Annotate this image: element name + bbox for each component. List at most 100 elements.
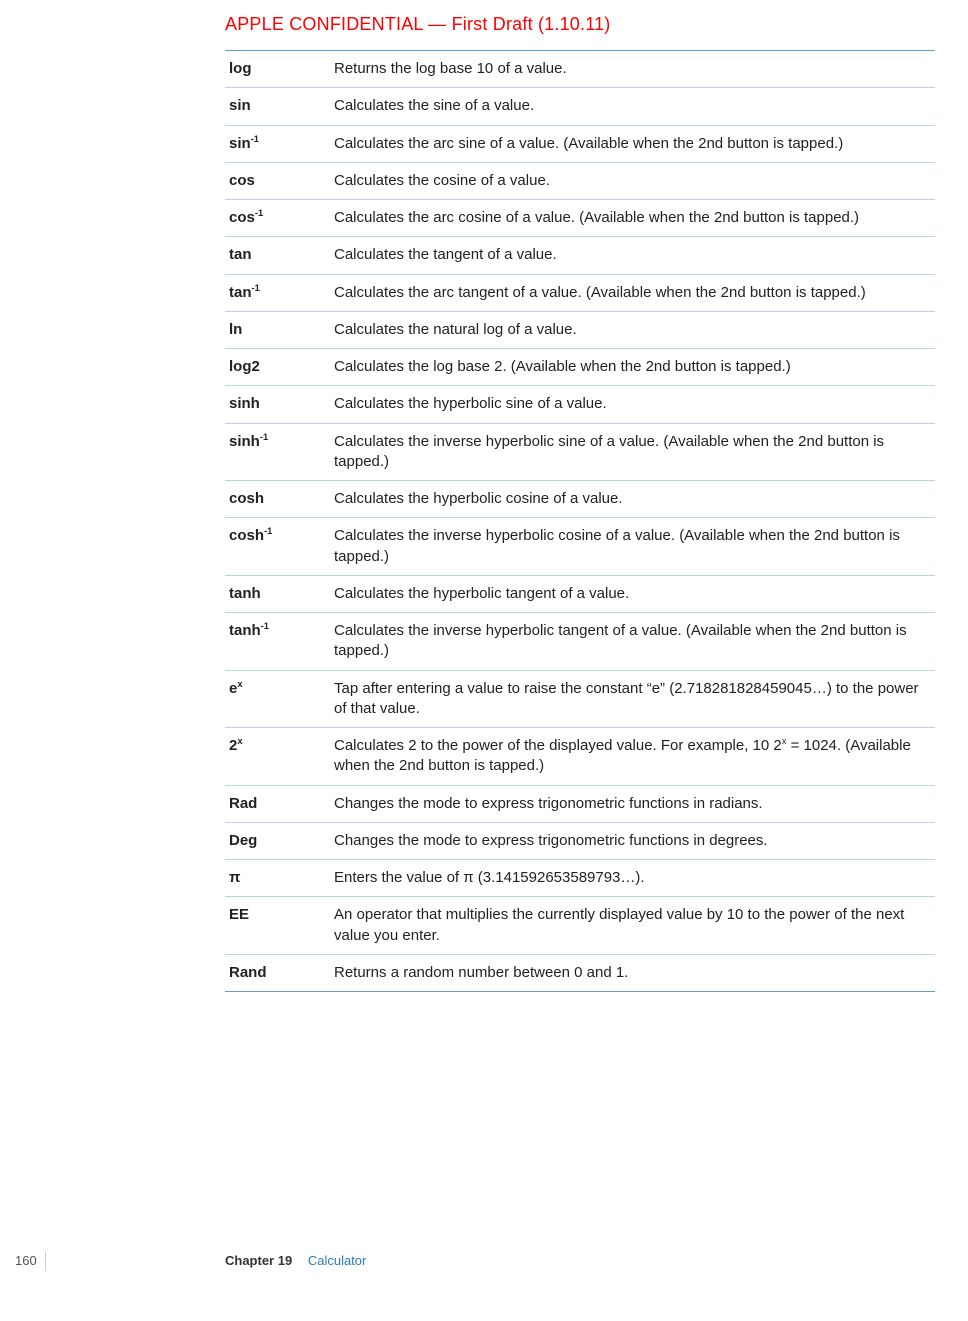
table-row: tanh-1Calculates the inverse hyperbolic … bbox=[225, 613, 935, 671]
function-key-superscript: -1 bbox=[264, 526, 272, 536]
function-key-superscript: x bbox=[237, 679, 242, 689]
function-key-superscript: -1 bbox=[255, 208, 263, 218]
table-row: log2 Calculates the log base 2. (Availabl… bbox=[225, 349, 935, 386]
footer-divider bbox=[45, 1251, 46, 1271]
page-number: 160 bbox=[15, 1253, 37, 1268]
function-key-base: log2 bbox=[229, 358, 260, 375]
function-description: Changes the mode to express trigonometri… bbox=[330, 822, 935, 859]
function-key: tanh bbox=[225, 575, 330, 612]
function-description: Calculates the hyperbolic cosine of a va… bbox=[330, 481, 935, 518]
function-key: Deg bbox=[225, 822, 330, 859]
function-description: Calculates the inverse hyperbolic tangen… bbox=[330, 613, 935, 671]
table-row: sinh Calculates the hyperbolic sine of a … bbox=[225, 386, 935, 423]
table-row: sin-1Calculates the arc sine of a value.… bbox=[225, 125, 935, 162]
function-key-base: cosh bbox=[229, 527, 264, 544]
table-row: Rand Returns a random number between 0 an… bbox=[225, 954, 935, 991]
function-description: An operator that multiplies the currentl… bbox=[330, 897, 935, 955]
function-key-base: tan bbox=[229, 246, 252, 263]
table-row: tan-1Calculates the arc tangent of a val… bbox=[225, 274, 935, 311]
function-description: Calculates the log base 2. (Available wh… bbox=[330, 349, 935, 386]
function-key-base: Deg bbox=[229, 832, 257, 849]
function-description: Calculates 2 to the power of the display… bbox=[330, 728, 935, 786]
function-key-base: cos bbox=[229, 172, 255, 189]
chapter-label: Chapter 19 Calculator bbox=[225, 1253, 366, 1268]
content-region: logReturns the log base 10 of a value.si… bbox=[225, 50, 935, 992]
function-key: EE bbox=[225, 897, 330, 955]
function-description: Calculates the natural log of a value. bbox=[330, 311, 935, 348]
function-key-base: log bbox=[229, 60, 252, 77]
table-row: sinh-1Calculates the inverse hyperbolic … bbox=[225, 423, 935, 481]
function-key-superscript: -1 bbox=[261, 621, 269, 631]
function-key-base: sinh bbox=[229, 433, 260, 450]
function-description: Changes the mode to express trigonometri… bbox=[330, 785, 935, 822]
function-key: Rand bbox=[225, 954, 330, 991]
function-key-base: Rand bbox=[229, 964, 267, 981]
table-row: 2xCalculates 2 to the power of the displ… bbox=[225, 728, 935, 786]
table-row: cos-1Calculates the arc cosine of a valu… bbox=[225, 200, 935, 237]
function-key-base: cosh bbox=[229, 490, 264, 507]
function-reference-table: logReturns the log base 10 of a value.si… bbox=[225, 50, 935, 992]
table-row: EE An operator that multiplies the curren… bbox=[225, 897, 935, 955]
function-key-superscript: -1 bbox=[251, 134, 259, 144]
function-description: Calculates the arc cosine of a value. (A… bbox=[330, 200, 935, 237]
table-row: Rad Changes the mode to express trigonome… bbox=[225, 785, 935, 822]
function-key: log2 bbox=[225, 349, 330, 386]
function-key-base: sin bbox=[229, 135, 251, 152]
function-description: Calculates the arc sine of a value. (Ava… bbox=[330, 125, 935, 162]
function-key-superscript: x bbox=[237, 736, 242, 746]
table-row: tan Calculates the tangent of a value. bbox=[225, 237, 935, 274]
table-row: π Enters the value of π (3.14159265358979… bbox=[225, 860, 935, 897]
function-key: ln bbox=[225, 311, 330, 348]
function-description: Calculates the inverse hyperbolic cosine… bbox=[330, 518, 935, 576]
function-key: sinh bbox=[225, 386, 330, 423]
function-description: Tap after entering a value to raise the … bbox=[330, 670, 935, 728]
function-key: cosh-1 bbox=[225, 518, 330, 576]
function-description: Calculates the arc tangent of a value. (… bbox=[330, 274, 935, 311]
function-key-base: π bbox=[229, 869, 240, 886]
function-key-base: sinh bbox=[229, 395, 260, 412]
function-key: Rad bbox=[225, 785, 330, 822]
chapter-title: Calculator bbox=[308, 1253, 367, 1268]
function-key: tan-1 bbox=[225, 274, 330, 311]
function-key: sin-1 bbox=[225, 125, 330, 162]
function-key: cos-1 bbox=[225, 200, 330, 237]
function-description: Returns a random number between 0 and 1. bbox=[330, 954, 935, 991]
function-key-base: sin bbox=[229, 97, 251, 114]
function-key: ex bbox=[225, 670, 330, 728]
function-description: Calculates the sine of a value. bbox=[330, 88, 935, 125]
function-key-base: Rad bbox=[229, 795, 257, 812]
function-description: Calculates the hyperbolic sine of a valu… bbox=[330, 386, 935, 423]
function-key: π bbox=[225, 860, 330, 897]
function-key: cos bbox=[225, 162, 330, 199]
function-description: Calculates the inverse hyperbolic sine o… bbox=[330, 423, 935, 481]
function-key: tan bbox=[225, 237, 330, 274]
table-row: ln Calculates the natural log of a value. bbox=[225, 311, 935, 348]
function-key-superscript: -1 bbox=[260, 432, 268, 442]
function-description: Calculates the tangent of a value. bbox=[330, 237, 935, 274]
function-key-base: EE bbox=[229, 906, 249, 923]
function-key: cosh bbox=[225, 481, 330, 518]
function-description: Calculates the cosine of a value. bbox=[330, 162, 935, 199]
table-row: sin Calculates the sine of a value. bbox=[225, 88, 935, 125]
table-row: cos Calculates the cosine of a value. bbox=[225, 162, 935, 199]
function-key: 2x bbox=[225, 728, 330, 786]
function-key-base: tanh bbox=[229, 622, 261, 639]
table-row: cosh-1Calculates the inverse hyperbolic … bbox=[225, 518, 935, 576]
function-description: Calculates the hyperbolic tangent of a v… bbox=[330, 575, 935, 612]
table-row: tanh Calculates the hyperbolic tangent of… bbox=[225, 575, 935, 612]
table-row: cosh Calculates the hyperbolic cosine of … bbox=[225, 481, 935, 518]
function-key-base: tanh bbox=[229, 585, 261, 602]
table-row: Deg Changes the mode to express trigonome… bbox=[225, 822, 935, 859]
function-key: sin bbox=[225, 88, 330, 125]
table-row: logReturns the log base 10 of a value. bbox=[225, 51, 935, 88]
function-key: tanh-1 bbox=[225, 613, 330, 671]
function-key-base: ln bbox=[229, 321, 242, 338]
confidential-watermark: APPLE CONFIDENTIAL — First Draft (1.10.1… bbox=[225, 14, 611, 35]
page-footer: 160 Chapter 19 Calculator bbox=[0, 1253, 968, 1277]
function-key-base: tan bbox=[229, 284, 252, 301]
function-key-superscript: -1 bbox=[252, 283, 260, 293]
function-key: log bbox=[225, 51, 330, 88]
function-description: Enters the value of π (3.141592653589793… bbox=[330, 860, 935, 897]
function-key: sinh-1 bbox=[225, 423, 330, 481]
table-row: exTap after entering a value to raise th… bbox=[225, 670, 935, 728]
